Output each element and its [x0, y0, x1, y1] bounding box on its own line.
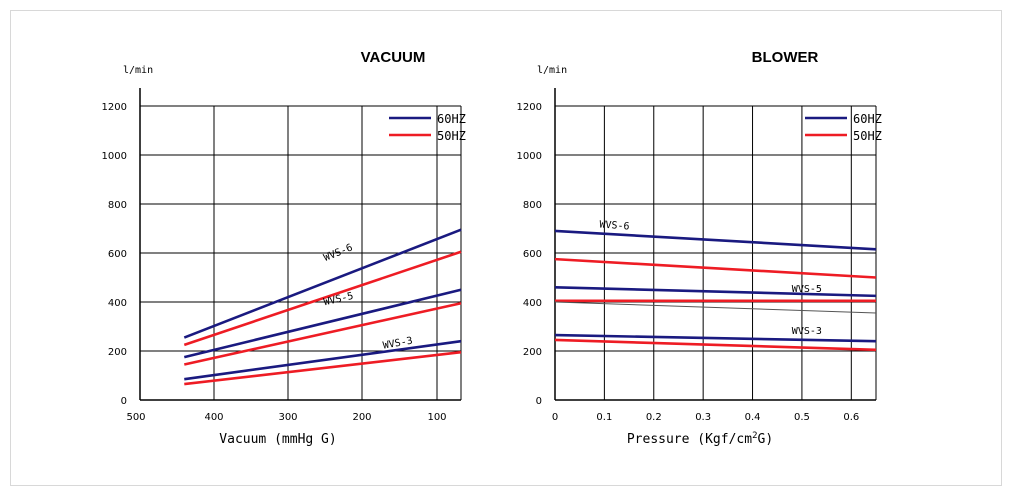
x-tick-label: 300 — [278, 412, 297, 423]
x-tick-label: 400 — [204, 412, 223, 423]
x-tick-label: 200 — [352, 412, 371, 423]
legend-label: 50HZ — [853, 129, 882, 143]
chart-blower: BLOWER l/min 0 200 400 600 800 1000 1200 0 0.1 0.2 0… — [517, 49, 882, 447]
chart-vacuum: VACUUM l/min 0 200 400 600 800 1000 1200 500 400 30… — [102, 49, 466, 447]
x-axis-label: Pressure (Kgf/cm2G) — [627, 431, 773, 447]
y-tick-label: 600 — [108, 249, 127, 260]
legend: 60HZ 50HZ — [389, 112, 466, 143]
legend-label: 60HZ — [437, 112, 466, 126]
x-axis-label-main: Pressure (Kgf/cm — [627, 432, 752, 447]
series-line-wvs-6-50hz — [183, 250, 462, 347]
series-label: WVS-6 — [322, 242, 354, 263]
series-label: WVS-5 — [792, 284, 822, 295]
y-tick-label: 1200 — [517, 102, 542, 113]
series-line-wvs-5-60hz — [183, 288, 462, 359]
series-line-wvs-5-50hz — [183, 301, 462, 366]
x-tick-label: 0.4 — [745, 412, 761, 423]
series-label: WVS-3 — [382, 336, 414, 352]
series-line-wvs-3-60hz — [184, 339, 462, 381]
x-tick-label: 0.1 — [596, 412, 612, 423]
x-tick-label: 0.5 — [794, 412, 810, 423]
y-tick-label: 200 — [108, 347, 127, 358]
series-line-wvs-3-50hz — [554, 338, 877, 352]
chart-title: BLOWER — [752, 49, 819, 66]
y-tick-label: 200 — [523, 347, 542, 358]
y-tick-label: 1000 — [102, 151, 127, 162]
y-unit-label: l/min — [123, 65, 153, 76]
y-unit-label: l/min — [537, 65, 567, 76]
series-label: WVS-6 — [599, 219, 630, 232]
y-tick-label: 0 — [121, 396, 127, 407]
x-tick-label: 0 — [552, 412, 558, 423]
series-line-wvs-3-50hz — [184, 350, 462, 386]
x-axis-label: Vacuum (mmHg G) — [219, 432, 336, 447]
legend-label: 60HZ — [853, 112, 882, 126]
y-tick-label: 0 — [536, 396, 542, 407]
x-tick-label: 100 — [427, 412, 446, 423]
legend-label: 50HZ — [437, 129, 466, 143]
y-tick-label: 400 — [108, 298, 127, 309]
x-tick-label: 0.2 — [646, 412, 662, 423]
y-tick-label: 400 — [523, 298, 542, 309]
chart-title: VACUUM — [361, 49, 426, 66]
legend: 60HZ 50HZ — [805, 112, 882, 143]
series-label: WVS-5 — [323, 291, 355, 308]
series-line-wvs-6-50hz — [554, 257, 877, 279]
series-line-wvs-3-60hz — [554, 333, 877, 343]
series-line-reference — [554, 301, 877, 314]
series-line-wvs-5-60hz — [554, 286, 877, 298]
series-line-wvs-6-60hz — [183, 228, 462, 339]
x-axis-label-superscript: 2 — [752, 431, 757, 441]
x-tick-label: 0.6 — [843, 412, 859, 423]
x-tick-label: 500 — [126, 412, 145, 423]
series-label: WVS-3 — [792, 326, 822, 337]
series-line-wvs-6-60hz — [554, 229, 877, 251]
y-tick-label: 600 — [523, 249, 542, 260]
x-tick-label: 0.3 — [695, 412, 711, 423]
y-tick-label: 800 — [523, 200, 542, 211]
y-tick-label: 800 — [108, 200, 127, 211]
y-tick-label: 1200 — [102, 102, 127, 113]
x-axis-label-end: G) — [758, 432, 774, 447]
y-tick-label: 1000 — [517, 151, 542, 162]
